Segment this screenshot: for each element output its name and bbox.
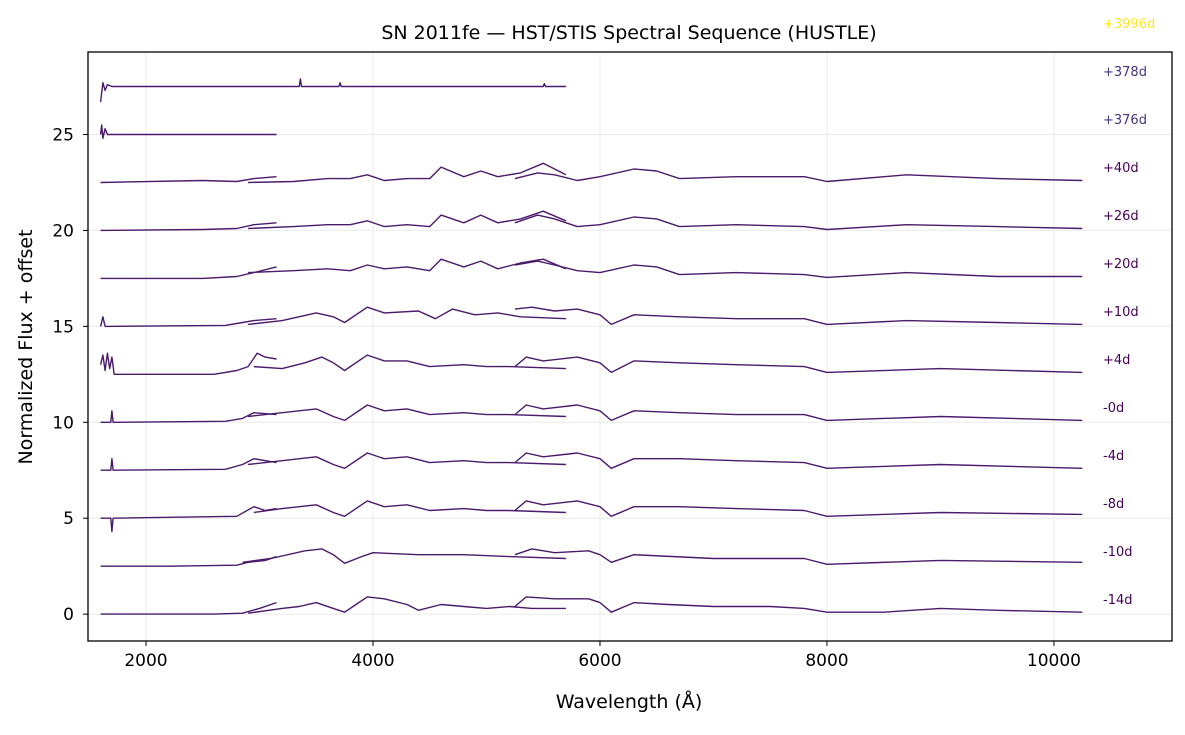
spectrum-line-+26d	[248, 210, 567, 230]
x-axis: 2000 4000 6000 8000 10000	[124, 641, 1081, 671]
spectrum-line-+40d	[100, 176, 277, 184]
epoch-label: +20d	[1103, 257, 1139, 272]
spectrum-line--4d	[100, 458, 277, 471]
epoch-label: +4d	[1103, 353, 1130, 368]
epoch-label: +40d	[1103, 161, 1139, 176]
y-tick-label: 25	[52, 125, 74, 145]
spectrum-line-+10d	[248, 306, 566, 326]
spectrum-line--10d	[100, 555, 277, 567]
plot-frame	[87, 51, 1173, 642]
spectrum-line--8d	[100, 506, 277, 533]
spectrum-line--0d	[514, 404, 1083, 422]
spectrum-line--8d	[514, 500, 1083, 517]
spectrum-line-+376d	[99, 124, 277, 140]
y-tick-label: 5	[63, 509, 74, 529]
y-tick-label: 10	[52, 413, 74, 433]
spectrum-line--14d	[248, 596, 566, 614]
spectrum-line-+4d	[253, 354, 566, 372]
epoch-label: +26d	[1103, 209, 1139, 224]
x-tick-label: 8000	[805, 651, 848, 671]
epoch-label: -0d	[1103, 401, 1124, 416]
spectrum-line-+378d	[99, 78, 566, 102]
epoch-label: +378d	[1103, 65, 1147, 80]
x-axis-label: Wavelength (Å)	[556, 690, 703, 713]
spectrum-line--14d	[514, 596, 1083, 613]
spectrum-line-+20d	[514, 260, 1083, 279]
x-tick-label: 4000	[351, 651, 394, 671]
x-tick-label: 2000	[124, 651, 167, 671]
epoch-label: +376d	[1103, 113, 1147, 128]
spectrum-line--0d	[248, 404, 566, 422]
y-tick-label: 20	[52, 221, 74, 241]
epoch-labels: -14d -10d -8d -4d -0d +4d +10d +20d +26d +40d +376…	[1103, 17, 1155, 608]
epoch-label: -4d	[1103, 449, 1124, 464]
y-tick-label: 0	[63, 605, 74, 625]
epoch-label: -10d	[1103, 545, 1133, 560]
spectrum-line-+10d	[99, 316, 277, 328]
spectrum-line-+40d	[248, 162, 567, 184]
spectrum-line--0d	[100, 410, 277, 423]
y-axis: 0 5 10 15 20 25	[52, 125, 88, 625]
spectrum-line-+26d	[514, 214, 1083, 231]
x-tick-label: 6000	[578, 651, 621, 671]
spectrum-line--4d	[514, 452, 1083, 469]
y-axis-label: Normalized Flux + offset	[15, 229, 37, 464]
spectrum-line--14d	[100, 601, 277, 615]
epoch-label: +10d	[1103, 305, 1139, 320]
grid	[88, 52, 1172, 641]
spectrum-line-+4d	[99, 352, 277, 375]
chart-title: SN 2011fe — HST/STIS Spectral Sequence (…	[381, 22, 876, 44]
spectrum-line-+20d	[248, 258, 567, 274]
spectra	[99, 78, 1083, 615]
spectrum-line--10d	[242, 548, 566, 564]
spectrum-line-+26d	[100, 222, 277, 232]
spectrum-line-+4d	[514, 356, 1083, 374]
epoch-label: -14d	[1103, 593, 1133, 608]
spectrum-line--10d	[514, 548, 1083, 565]
spectrum-line-+20d	[100, 266, 277, 280]
y-tick-label: 15	[52, 317, 74, 337]
epoch-label: -8d	[1103, 497, 1124, 512]
epoch-label: +3996d	[1103, 17, 1155, 32]
spectrum-line--4d	[248, 452, 566, 469]
spectrum-line--8d	[253, 500, 566, 517]
x-tick-label: 10000	[1027, 651, 1081, 671]
spectrum-line-+40d	[514, 168, 1083, 183]
spectrum-line-+10d	[514, 306, 1083, 326]
